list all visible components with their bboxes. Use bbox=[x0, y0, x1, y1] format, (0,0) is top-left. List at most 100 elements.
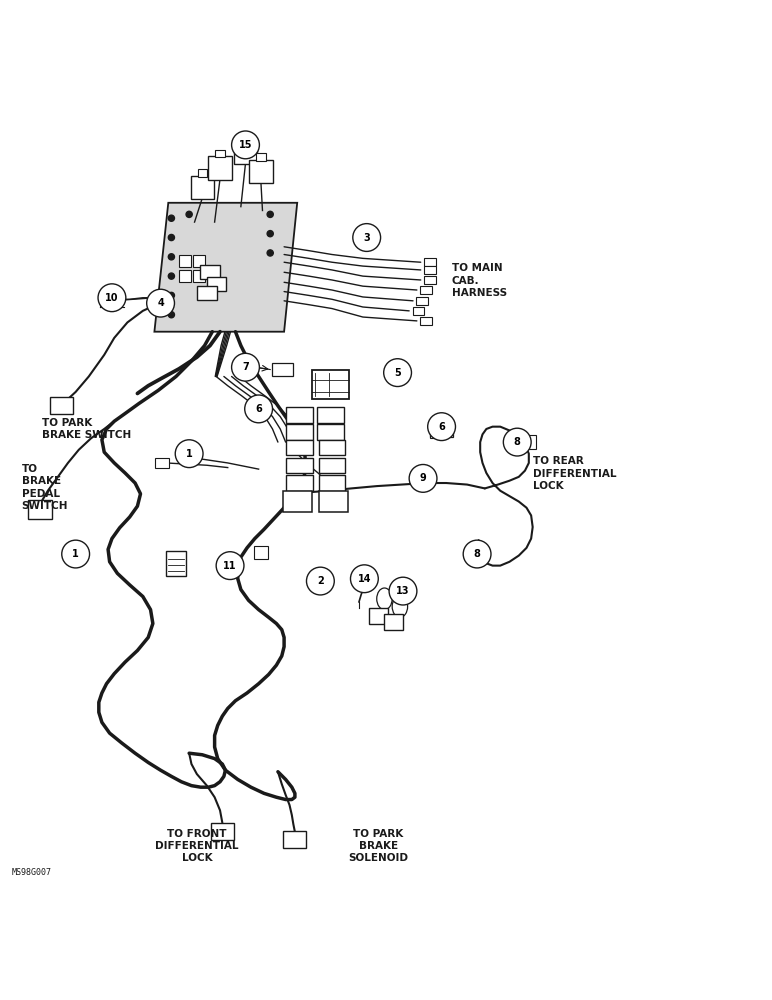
Text: BRAKE: BRAKE bbox=[22, 476, 61, 486]
Bar bbox=[286, 458, 313, 473]
Bar bbox=[179, 255, 191, 267]
Circle shape bbox=[267, 250, 273, 256]
Bar bbox=[198, 286, 216, 300]
Text: TO REAR: TO REAR bbox=[533, 456, 584, 466]
Circle shape bbox=[463, 540, 491, 568]
Bar bbox=[317, 424, 344, 440]
Text: 14: 14 bbox=[357, 574, 371, 584]
Bar bbox=[319, 440, 345, 455]
Circle shape bbox=[232, 131, 259, 159]
FancyBboxPatch shape bbox=[249, 160, 273, 183]
Bar bbox=[319, 491, 348, 512]
Circle shape bbox=[409, 464, 437, 492]
Bar bbox=[425, 276, 436, 284]
Circle shape bbox=[147, 289, 174, 317]
Text: 3: 3 bbox=[364, 233, 370, 243]
Text: SOLENOID: SOLENOID bbox=[348, 853, 408, 863]
Bar bbox=[312, 370, 349, 399]
Text: HARNESS: HARNESS bbox=[452, 288, 506, 298]
Bar bbox=[167, 551, 185, 576]
Text: SWITCH: SWITCH bbox=[22, 501, 68, 511]
Text: BRAKE SWITCH: BRAKE SWITCH bbox=[42, 430, 132, 440]
Bar bbox=[286, 475, 313, 491]
Bar bbox=[211, 823, 234, 840]
Circle shape bbox=[168, 292, 174, 299]
Polygon shape bbox=[154, 203, 297, 332]
Bar bbox=[369, 608, 388, 624]
Text: BRAKE: BRAKE bbox=[359, 841, 398, 851]
Text: 6: 6 bbox=[256, 404, 262, 414]
Bar bbox=[179, 270, 191, 282]
Text: DIFFERENTIAL: DIFFERENTIAL bbox=[155, 841, 239, 851]
Bar bbox=[417, 297, 428, 305]
Bar bbox=[317, 407, 344, 423]
Bar bbox=[421, 286, 432, 294]
Bar bbox=[425, 258, 436, 266]
Circle shape bbox=[175, 440, 203, 468]
Circle shape bbox=[353, 224, 381, 251]
Text: 8: 8 bbox=[514, 437, 520, 447]
Text: TO: TO bbox=[22, 464, 38, 474]
Bar bbox=[215, 150, 225, 157]
Circle shape bbox=[428, 413, 455, 441]
Ellipse shape bbox=[377, 588, 392, 610]
Text: 1: 1 bbox=[73, 549, 79, 559]
Circle shape bbox=[267, 211, 273, 217]
Text: 1: 1 bbox=[186, 449, 192, 459]
Ellipse shape bbox=[100, 293, 124, 309]
Bar bbox=[254, 546, 268, 559]
Circle shape bbox=[350, 565, 378, 593]
Circle shape bbox=[245, 395, 273, 423]
Text: 2: 2 bbox=[317, 576, 323, 586]
Text: 11: 11 bbox=[223, 561, 237, 571]
Circle shape bbox=[168, 234, 174, 241]
Bar bbox=[286, 424, 313, 440]
Text: CAB.: CAB. bbox=[452, 276, 479, 286]
Circle shape bbox=[216, 552, 244, 580]
Bar bbox=[198, 169, 207, 177]
Text: LOCK: LOCK bbox=[533, 481, 564, 491]
Circle shape bbox=[186, 211, 192, 217]
Text: TO PARK: TO PARK bbox=[42, 418, 93, 428]
FancyBboxPatch shape bbox=[191, 176, 214, 199]
Circle shape bbox=[503, 428, 531, 456]
Bar bbox=[286, 407, 313, 423]
Circle shape bbox=[168, 215, 174, 221]
Circle shape bbox=[267, 231, 273, 237]
Bar bbox=[384, 614, 403, 630]
FancyBboxPatch shape bbox=[208, 156, 232, 180]
Text: 10: 10 bbox=[105, 293, 119, 303]
Circle shape bbox=[62, 540, 90, 568]
Circle shape bbox=[232, 353, 259, 381]
Circle shape bbox=[389, 577, 417, 605]
Circle shape bbox=[168, 254, 174, 260]
Bar bbox=[241, 134, 250, 142]
Bar bbox=[155, 458, 169, 468]
Bar bbox=[201, 265, 220, 279]
Ellipse shape bbox=[392, 596, 408, 617]
Text: TO FRONT: TO FRONT bbox=[167, 829, 227, 839]
Circle shape bbox=[98, 284, 126, 312]
Text: 6: 6 bbox=[438, 422, 445, 432]
Bar bbox=[522, 435, 536, 449]
Bar bbox=[319, 475, 345, 491]
Text: TO MAIN: TO MAIN bbox=[452, 263, 503, 273]
Bar bbox=[50, 397, 73, 414]
Circle shape bbox=[384, 359, 411, 387]
Text: 8: 8 bbox=[474, 549, 480, 559]
Circle shape bbox=[168, 273, 174, 279]
Bar bbox=[430, 434, 439, 438]
FancyBboxPatch shape bbox=[234, 141, 257, 164]
Bar bbox=[425, 266, 436, 274]
Text: 13: 13 bbox=[396, 586, 410, 596]
Bar bbox=[272, 363, 293, 376]
Bar bbox=[413, 307, 425, 315]
Bar bbox=[256, 153, 266, 161]
Bar bbox=[421, 317, 432, 325]
Bar bbox=[28, 500, 52, 519]
Circle shape bbox=[168, 312, 174, 318]
Text: MS98G007: MS98G007 bbox=[12, 868, 52, 877]
Bar bbox=[193, 255, 205, 267]
Text: 15: 15 bbox=[239, 140, 252, 150]
Text: TO PARK: TO PARK bbox=[353, 829, 404, 839]
